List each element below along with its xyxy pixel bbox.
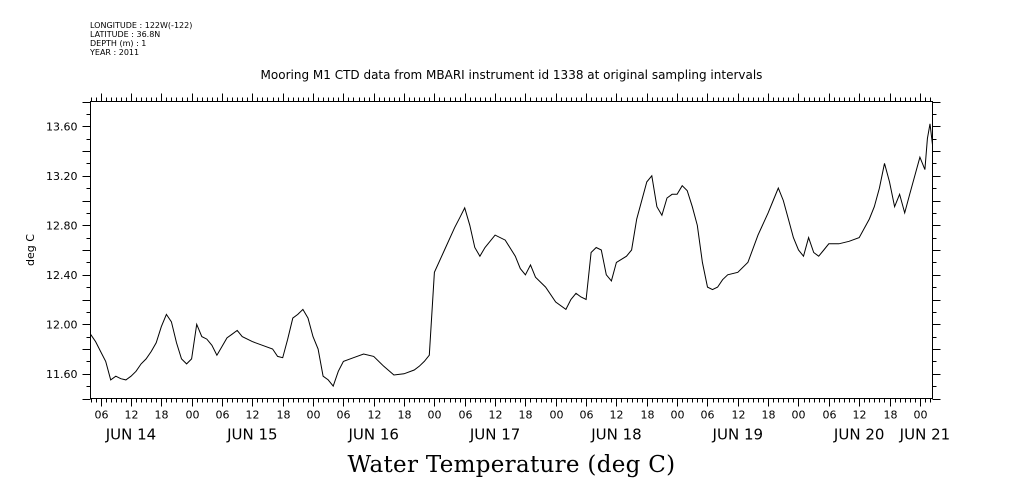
latitude-text: LATITUDE : 36.8N	[90, 30, 161, 39]
x-tick-label: 00	[914, 409, 928, 422]
chart-title: Mooring M1 CTD data from MBARI instrumen…	[260, 68, 763, 82]
x-tick-label: 12	[489, 409, 503, 422]
x-tick-label: 06	[580, 409, 594, 422]
x-tick-label: 00	[307, 409, 321, 422]
x-tick-label: 00	[671, 409, 685, 422]
x-tick-label: 12	[732, 409, 746, 422]
x-day-label: JUN 19	[712, 426, 763, 444]
metadata-block: LONGITUDE : 122W(-122) LATITUDE : 36.8N …	[90, 21, 192, 57]
x-tick-label: 06	[216, 409, 230, 422]
x-tick-label: 06	[95, 409, 109, 422]
x-tick-label: 18	[398, 409, 412, 422]
x-tick-label: 18	[641, 409, 655, 422]
x-tick-label: 12	[368, 409, 382, 422]
x-day-label: JUN 21	[899, 426, 950, 444]
y-axis-label: deg C	[24, 234, 37, 266]
x-day-label: JUN 20	[833, 426, 884, 444]
x-day-label: JUN 17	[469, 426, 520, 444]
longitude-text: LONGITUDE : 122W(-122)	[90, 21, 193, 30]
x-tick-label: 18	[155, 409, 169, 422]
x-tick-label: 12	[853, 409, 867, 422]
x-tick-label: 00	[428, 409, 442, 422]
tick-marks	[82, 93, 941, 407]
depth-text: DEPTH (m) : 1	[90, 39, 147, 48]
x-day-label: JUN 14	[105, 426, 156, 444]
x-tick-label: 18	[519, 409, 533, 422]
x-tick-label: 06	[823, 409, 837, 422]
x-tick-label: 18	[762, 409, 776, 422]
x-tick-label: 00	[792, 409, 806, 422]
y-tick-label: 13.20	[46, 170, 78, 183]
x-tick-label: 00	[550, 409, 564, 422]
tick-labels: 06 12 18 00 06 12 18 00 06 12 18 00 06 12 18 00 06 12 18 00…	[46, 120, 950, 443]
x-day-label: JUN 15	[226, 426, 277, 444]
plot-frame	[90, 101, 933, 399]
year-text: YEAR : 2011	[90, 48, 140, 57]
x-tick-label: 18	[884, 409, 898, 422]
x-day-label: JUN 16	[347, 426, 398, 444]
y-tick-label: 12.80	[46, 219, 78, 232]
x-tick-label: 18	[277, 409, 291, 422]
x-tick-label: 00	[186, 409, 200, 422]
x-tick-label: 12	[125, 409, 139, 422]
y-tick-label: 13.60	[46, 120, 78, 133]
temperature-series-line	[90, 123, 933, 388]
x-axis-title: Water Temperature (deg C)	[347, 452, 676, 478]
x-day-label: JUN 18	[590, 426, 641, 444]
y-tick-label: 12.00	[46, 318, 78, 331]
x-tick-label: 12	[610, 409, 624, 422]
y-tick-label: 11.60	[46, 368, 78, 381]
x-tick-label: 12	[246, 409, 260, 422]
x-tick-label: 06	[701, 409, 715, 422]
y-tick-label: 12.40	[46, 269, 78, 282]
x-tick-label: 06	[459, 409, 473, 422]
x-tick-label: 06	[337, 409, 351, 422]
